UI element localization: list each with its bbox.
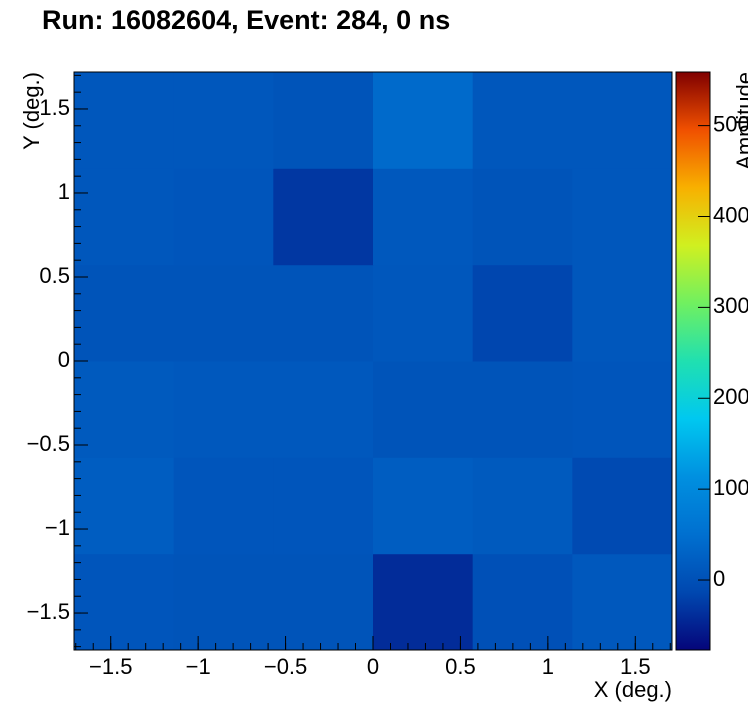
heatmap-cell — [273, 168, 374, 266]
colorbar-tick-label: 500 — [713, 111, 748, 136]
chart-title: Run: 16082604, Event: 284, 0 ns — [42, 5, 450, 35]
heatmap-cell — [273, 361, 374, 458]
heatmap-cell — [273, 72, 374, 169]
heatmap-cell — [472, 553, 573, 651]
heatmap-cell — [173, 361, 274, 458]
heatmap-cell — [572, 168, 673, 266]
y-axis-title: Y (deg.) — [19, 72, 44, 150]
x-tick-label: 0 — [367, 654, 379, 679]
x-tick-label: −1 — [186, 654, 211, 679]
y-tick-label: −1.5 — [27, 599, 70, 624]
heatmap-cell — [472, 168, 573, 266]
heatmap-cell — [173, 168, 274, 266]
heatmap-cell — [373, 168, 474, 266]
heatmap-cell — [273, 457, 374, 555]
heatmap-cell — [373, 72, 474, 169]
x-tick-label: −0.5 — [264, 654, 307, 679]
heatmap-cell — [572, 72, 673, 169]
heatmap-cell — [273, 264, 374, 362]
heatmap-cell — [373, 457, 474, 555]
y-tick-label: 1 — [58, 179, 70, 204]
heatmap-cell — [572, 264, 673, 362]
colorbar-tick-label: 300 — [713, 293, 748, 318]
heatmap-cell — [373, 361, 474, 458]
y-tick-label: 0 — [58, 347, 70, 372]
heatmap-cell — [472, 361, 573, 458]
heatmap-cell — [472, 457, 573, 555]
heatmap-cell — [572, 553, 673, 651]
heatmap-cell — [173, 264, 274, 362]
heatmap-cell — [74, 361, 175, 458]
x-tick-label: −1.5 — [89, 654, 132, 679]
heatmap-cell — [572, 361, 673, 458]
y-tick-label: 0.5 — [39, 263, 70, 288]
heatmap-cell — [173, 553, 274, 651]
x-tick-label: 1 — [542, 654, 554, 679]
heatmap-cell — [373, 553, 474, 651]
heatmap-cell — [472, 72, 573, 169]
heatmap-cell — [74, 72, 175, 169]
heatmap-cell — [74, 457, 175, 555]
heatmap-cell — [74, 168, 175, 266]
x-tick-label: 1.5 — [620, 654, 651, 679]
x-axis-title: X (deg.) — [594, 677, 672, 702]
heatmap-cell — [273, 553, 374, 651]
colorbar-tick-label: 200 — [713, 384, 748, 409]
heatmap-cell — [74, 264, 175, 362]
y-tick-label: −0.5 — [27, 431, 70, 456]
colorbar — [675, 71, 711, 651]
y-tick-label: 1.5 — [39, 95, 70, 120]
heatmap-cell — [472, 264, 573, 362]
colorbar-tick-label: 0 — [713, 566, 725, 591]
heatmap-cell — [572, 457, 673, 555]
y-tick-label: −1 — [45, 515, 70, 540]
colorbar-title: Amplitude — [732, 72, 748, 170]
heatmap-cell — [74, 553, 175, 651]
colorbar-tick-label: 400 — [713, 202, 748, 227]
heatmap-cell — [373, 264, 474, 362]
colorbar-tick-label: 100 — [713, 475, 748, 500]
x-tick-label: 0.5 — [445, 654, 476, 679]
heatmap-cell — [173, 72, 274, 169]
heatmap-cell — [173, 457, 274, 555]
